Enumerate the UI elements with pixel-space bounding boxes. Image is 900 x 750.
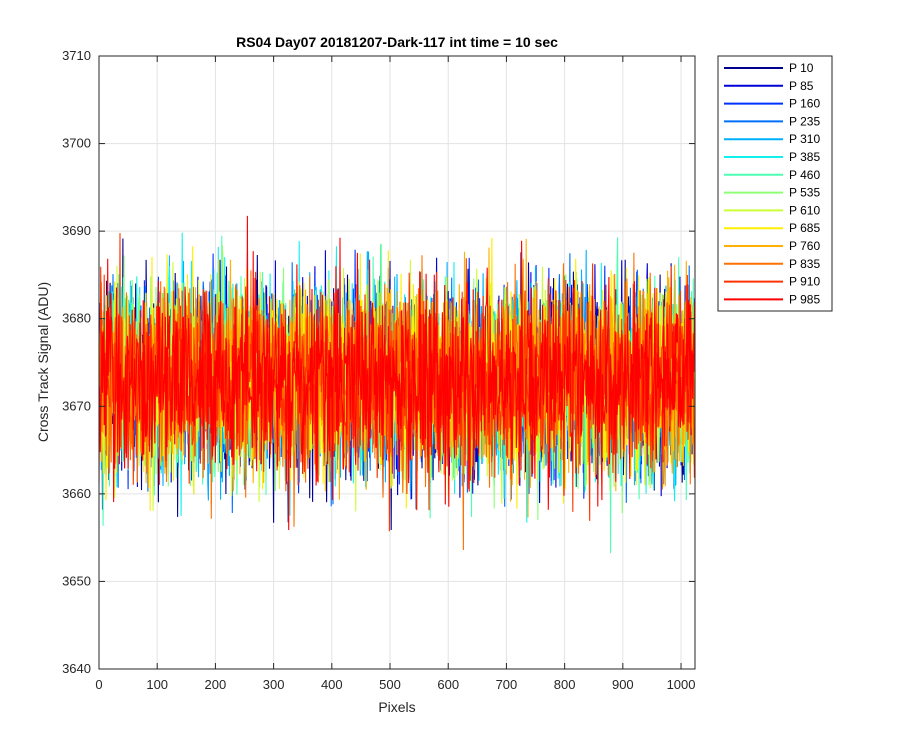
x-tick-label: 100 xyxy=(146,677,168,692)
x-tick-label: 500 xyxy=(379,677,401,692)
legend-label: P 985 xyxy=(789,292,820,306)
x-tick-label: 0 xyxy=(95,677,102,692)
legend-label: P 910 xyxy=(789,275,820,289)
legend-label: P 760 xyxy=(789,239,820,253)
x-axis-label: Pixels xyxy=(378,699,415,715)
legend-label: P 460 xyxy=(789,168,820,182)
legend-label: P 535 xyxy=(789,186,820,200)
y-tick-label: 3650 xyxy=(62,573,91,588)
y-tick-label: 3660 xyxy=(62,486,91,501)
y-tick-label: 3670 xyxy=(62,398,91,413)
y-tick-label: 3640 xyxy=(62,661,91,676)
x-tick-label: 1000 xyxy=(667,677,696,692)
legend-label: P 10 xyxy=(789,61,814,75)
ticks xyxy=(98,55,695,670)
legend-label: P 85 xyxy=(789,79,814,93)
series-lines xyxy=(98,215,695,554)
x-tick-label: 200 xyxy=(205,677,227,692)
legend-label: P 160 xyxy=(789,97,820,111)
x-tick-label: 800 xyxy=(554,677,576,692)
legend-label: P 610 xyxy=(789,203,820,217)
legend-label: P 385 xyxy=(789,150,820,164)
legend: P 10 P 85 P 160 P 235 P 310 P 385 P 460 P 535 P … xyxy=(717,55,833,312)
x-tick-label: 700 xyxy=(496,677,518,692)
y-tick-label: 3680 xyxy=(62,311,91,326)
x-tick-label: 900 xyxy=(612,677,634,692)
y-tick-label: 3700 xyxy=(62,136,91,151)
y-tick-label: 3710 xyxy=(62,48,91,63)
y-axis-label: Cross Track Signal (ADU) xyxy=(35,282,51,442)
x-tick-label: 300 xyxy=(263,677,285,692)
legend-label: P 685 xyxy=(789,221,820,235)
x-tick-labels: 0 100 200 300 400 500 600 700 800 900 1000 xyxy=(95,677,695,692)
y-tick-labels: 3640 3650 3660 3670 3680 3690 3700 3710 xyxy=(62,48,91,676)
legend-label: P 235 xyxy=(789,114,820,128)
plot-frame xyxy=(98,55,696,670)
legend-label: P 310 xyxy=(789,132,820,146)
x-tick-label: 400 xyxy=(321,677,343,692)
y-tick-label: 3690 xyxy=(62,223,91,238)
legend-box xyxy=(717,55,833,312)
chart-title: RS04 Day07 20181207-Dark-117 int time = … xyxy=(236,34,558,50)
series-line-p-985 xyxy=(98,215,695,531)
legend-label: P 835 xyxy=(789,257,820,271)
x-tick-label: 600 xyxy=(437,677,459,692)
